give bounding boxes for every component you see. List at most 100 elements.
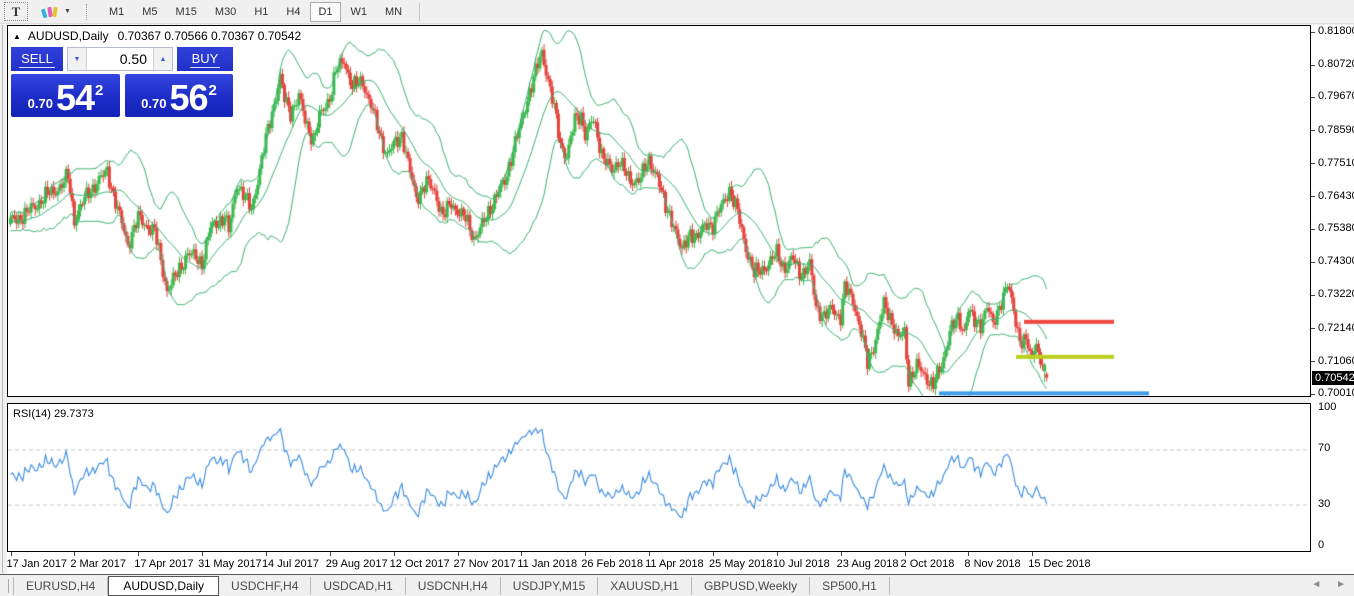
toolbar-separator bbox=[419, 2, 421, 21]
chart-title: ▲ AUDUSD,Daily 0.70367 0.70566 0.70367 0.7… bbox=[13, 29, 301, 43]
rsi-pane: RSI(14) 29.7373 bbox=[7, 403, 1311, 552]
timeframe-m30[interactable]: M30 bbox=[207, 2, 244, 22]
volume-stepper: ▼ ▲ bbox=[67, 47, 173, 71]
date-axis-tick bbox=[968, 552, 970, 556]
date-axis-label: 25 May 2018 bbox=[708, 558, 773, 570]
tab-xauusd-h1[interactable]: XAUUSD,H1 bbox=[598, 576, 692, 595]
timeframe-d1[interactable]: D1 bbox=[310, 1, 341, 22]
volume-input[interactable] bbox=[87, 48, 153, 70]
price-axis-tick bbox=[1311, 31, 1315, 33]
text-tool-button[interactable]: T bbox=[4, 2, 28, 21]
toolbar-separator bbox=[85, 3, 90, 20]
price-axis-tick bbox=[1311, 361, 1315, 363]
timeframe-h1[interactable]: H1 bbox=[246, 2, 276, 22]
chart-tabs-bar: EURUSD,H4 AUDUSD,Daily USDCHF,H4 USDCAD,… bbox=[0, 574, 1354, 596]
price-chart-pane: ▲ AUDUSD,Daily 0.70367 0.70566 0.70367 0.7… bbox=[7, 25, 1311, 397]
price-axis-tick bbox=[1311, 64, 1315, 66]
tab-usdcad-h1[interactable]: USDCAD,H1 bbox=[311, 576, 406, 595]
date-axis-tick bbox=[1032, 552, 1034, 556]
date-axis-label: 11 Jan 2018 bbox=[517, 558, 578, 570]
timeframe-mn[interactable]: MN bbox=[377, 2, 410, 22]
timeframe-m5[interactable]: M5 bbox=[134, 2, 165, 22]
sell-price-prefix: 0.70 bbox=[27, 96, 53, 111]
rsi-canvas[interactable] bbox=[8, 404, 1310, 551]
price-axis-tick bbox=[1311, 228, 1315, 230]
tab-scroll-right-icon[interactable]: ► bbox=[1336, 579, 1346, 590]
date-axis-label: 12 Oct 2017 bbox=[389, 558, 450, 570]
tab-gbpusd-weekly[interactable]: GBPUSD,Weekly bbox=[692, 576, 811, 595]
date-axis-label: 2 Oct 2018 bbox=[900, 558, 955, 570]
tab-audusd-daily[interactable]: AUDUSD,Daily bbox=[108, 575, 220, 596]
rsi-axis-label: 0 bbox=[1318, 539, 1325, 551]
price-axis-label: 0.71060 bbox=[1318, 354, 1354, 367]
buy-tab[interactable]: BUY bbox=[177, 47, 233, 71]
buy-price-prefix: 0.70 bbox=[141, 96, 167, 111]
price-axis-label: 0.73220 bbox=[1318, 288, 1354, 301]
rsi-axis-label: 70 bbox=[1318, 442, 1331, 455]
timeframe-m15[interactable]: M15 bbox=[168, 2, 205, 22]
sell-button[interactable]: 0.70 54 2 bbox=[11, 74, 120, 117]
rsi-axis-label: 100 bbox=[1318, 401, 1337, 413]
date-axis[interactable]: 17 Jan 2017 2 Mar 2017 17 Apr 2017 31 May 2… bbox=[7, 552, 1311, 574]
date-axis-tick bbox=[585, 552, 587, 556]
buy-button[interactable]: 0.70 56 2 bbox=[125, 74, 233, 117]
date-axis-tick bbox=[138, 552, 140, 556]
date-axis-tick bbox=[10, 552, 12, 556]
tab-usdjpy-m15[interactable]: USDJPY,M15 bbox=[501, 576, 599, 595]
price-axis-label: 0.74300 bbox=[1318, 255, 1354, 268]
volume-decrease-button[interactable]: ▼ bbox=[68, 48, 87, 70]
crayons-icon bbox=[41, 5, 59, 19]
price-axis[interactable]: 0.81800 0.80720 0.79670 0.78590 0.77510 0.764… bbox=[1311, 25, 1354, 574]
price-axis-tick bbox=[1311, 130, 1315, 132]
date-axis-tick bbox=[840, 552, 842, 556]
timeframe-m1[interactable]: M1 bbox=[101, 2, 132, 22]
sell-price-pipette: 2 bbox=[95, 82, 104, 99]
tab-usdchf-h4[interactable]: USDCHF,H4 bbox=[219, 576, 312, 595]
price-axis-label: 0.72140 bbox=[1318, 321, 1354, 334]
date-axis-tick bbox=[649, 552, 651, 556]
date-axis-tick bbox=[712, 552, 714, 556]
price-axis-tick bbox=[1311, 163, 1315, 165]
date-axis-label: 26 Feb 2018 bbox=[581, 558, 644, 570]
collapse-icon: ▲ bbox=[13, 32, 21, 41]
sell-tab[interactable]: SELL bbox=[11, 47, 63, 71]
price-axis-label: 0.77510 bbox=[1318, 156, 1354, 169]
price-axis-label: 0.75380 bbox=[1318, 222, 1354, 235]
date-axis-label: 17 Apr 2017 bbox=[134, 558, 194, 570]
tab-eurusd-h4[interactable]: EURUSD,H4 bbox=[13, 576, 109, 595]
timeframe-h4[interactable]: H4 bbox=[278, 2, 308, 22]
price-axis-label: 0.79670 bbox=[1318, 90, 1354, 103]
tabbar-edge bbox=[8, 578, 13, 593]
price-axis-tick bbox=[1311, 96, 1315, 98]
rsi-indicator-label: RSI(14) 29.7373 bbox=[13, 408, 94, 420]
date-axis-tick bbox=[202, 552, 204, 556]
price-axis-label: 0.78590 bbox=[1318, 123, 1354, 136]
sell-price-big: 54 bbox=[55, 77, 95, 118]
buy-price-big: 56 bbox=[169, 77, 208, 118]
tab-sp500-h1[interactable]: SP500,H1 bbox=[810, 576, 890, 595]
styles-button[interactable]: ▼ bbox=[38, 2, 74, 21]
chevron-down-icon: ▼ bbox=[64, 8, 71, 15]
volume-increase-button[interactable]: ▲ bbox=[153, 48, 172, 70]
date-axis-tick bbox=[329, 552, 331, 556]
date-axis-label: 23 Aug 2018 bbox=[836, 558, 899, 570]
price-axis-label: 0.81800 bbox=[1318, 25, 1354, 38]
tab-scroll-left-icon[interactable]: ◄ bbox=[1311, 579, 1322, 590]
timeframe-w1[interactable]: W1 bbox=[343, 2, 376, 22]
price-axis-label: 0.80720 bbox=[1318, 58, 1354, 71]
tab-usdcnh-h4[interactable]: USDCNH,H4 bbox=[406, 576, 501, 595]
date-axis-tick bbox=[265, 552, 267, 556]
date-axis-tick bbox=[457, 552, 459, 556]
tab-scroll-controls: ◄ ► bbox=[1299, 579, 1346, 590]
one-click-trading-panel: SELL ▼ ▲ BUY 0.70 54 2 0.70 56 2 bbox=[11, 47, 233, 117]
date-axis-tick bbox=[393, 552, 395, 556]
price-axis-tick bbox=[1311, 393, 1315, 395]
chart-symbol-label: AUDUSD,Daily bbox=[27, 29, 109, 43]
price-axis-tick bbox=[1311, 261, 1315, 263]
window-edge bbox=[2, 25, 3, 573]
date-axis-tick bbox=[904, 552, 906, 556]
date-axis-label: 2 Mar 2017 bbox=[70, 558, 127, 570]
price-axis-tick bbox=[1311, 196, 1315, 198]
date-axis-label: 31 May 2017 bbox=[198, 558, 262, 570]
